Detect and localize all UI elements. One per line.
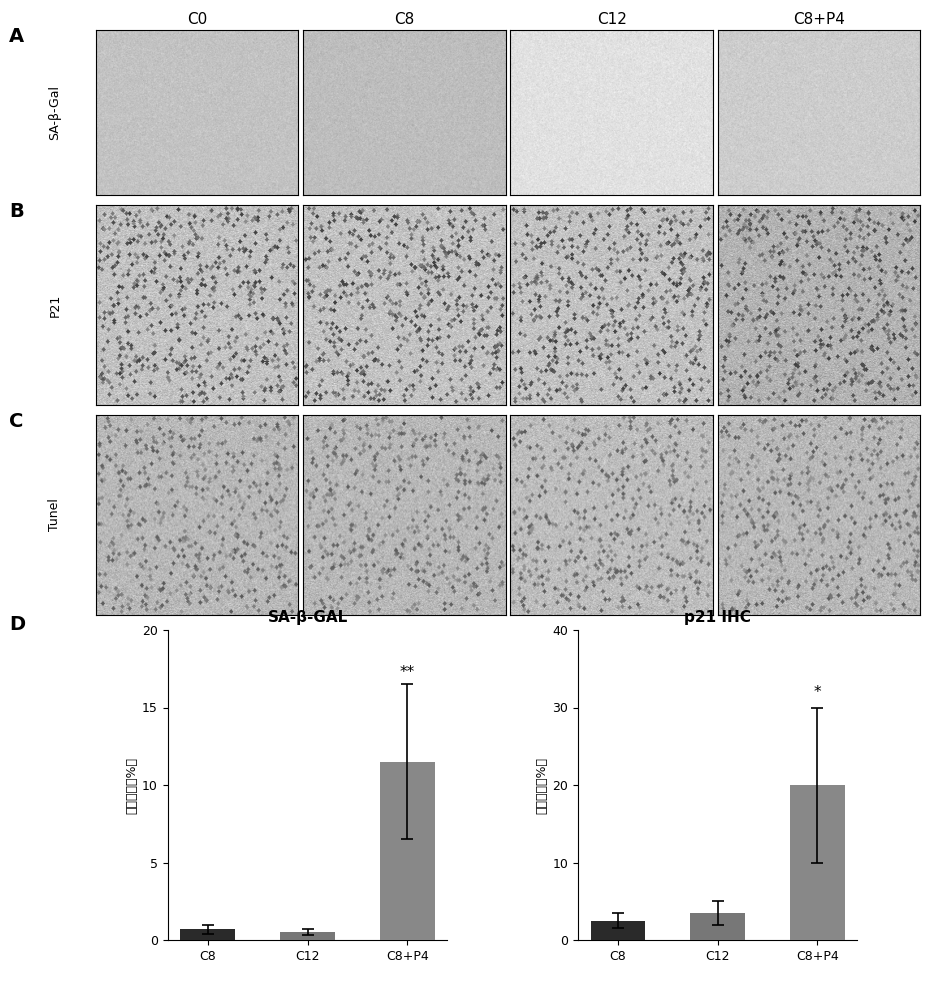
Title: C8: C8 (394, 12, 415, 27)
Y-axis label: 阳性细胞（%）: 阳性细胞（%） (535, 756, 548, 814)
Title: p21 IHC: p21 IHC (684, 610, 751, 625)
Text: SA-β-Gal: SA-β-Gal (48, 85, 62, 140)
Bar (790, 785, 844, 940)
Text: P21: P21 (48, 293, 62, 317)
Title: SA-β-GAL: SA-β-GAL (267, 610, 348, 625)
Text: C: C (9, 412, 23, 431)
Bar (281, 932, 335, 940)
Bar (591, 921, 645, 940)
Text: **: ** (400, 665, 415, 680)
Text: Tunel: Tunel (48, 499, 62, 531)
Title: C8+P4: C8+P4 (793, 12, 845, 27)
Text: A: A (9, 27, 24, 46)
Text: D: D (9, 615, 25, 634)
Title: C0: C0 (186, 12, 207, 27)
Text: *: * (814, 685, 821, 700)
Bar (691, 913, 745, 940)
Bar (380, 762, 434, 940)
Text: B: B (9, 202, 24, 221)
Title: C12: C12 (596, 12, 626, 27)
Bar (181, 929, 235, 940)
Y-axis label: 阳性细胞（%）: 阳性细胞（%） (125, 756, 138, 814)
